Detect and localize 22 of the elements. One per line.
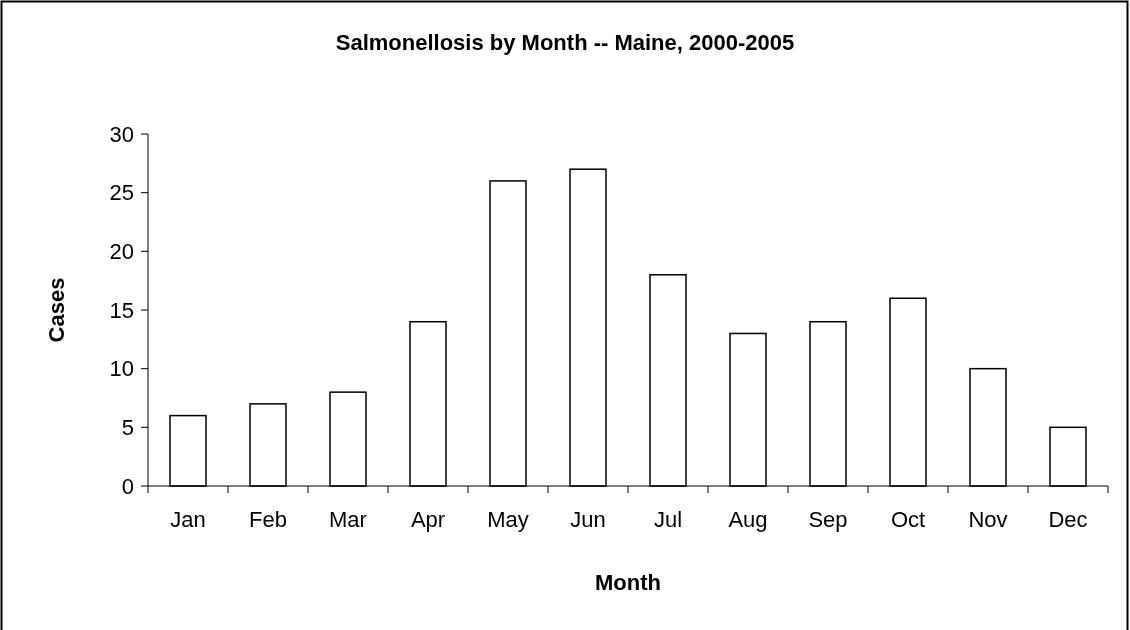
y-axis-title: Cases: [44, 277, 69, 343]
chart-title: Salmonellosis by Month -- Maine, 2000-2005: [335, 30, 795, 55]
x-tick-label: Oct: [890, 507, 926, 532]
y-tick-label: 30: [109, 121, 134, 147]
x-tick-label: Aug: [728, 507, 768, 532]
y-tick-label: 5: [121, 415, 134, 441]
x-tick-label: May: [487, 507, 529, 532]
x-tick-label: Sep: [808, 507, 848, 532]
x-tick-label: Feb: [249, 507, 287, 532]
x-tick-label: Jun: [570, 507, 606, 532]
x-tick-label: Mar: [329, 507, 367, 532]
x-tick-label: Dec: [1048, 507, 1088, 532]
x-tick-label: Apr: [410, 507, 446, 532]
x-tick-label: Nov: [968, 507, 1008, 532]
x-tick-label: Jul: [653, 507, 683, 532]
y-tick-label: 10: [109, 356, 134, 382]
y-tick-label: 15: [109, 297, 134, 323]
y-tick-label: 25: [109, 180, 134, 206]
x-tick-label: Jan: [170, 507, 206, 532]
y-tick-label: 0: [121, 473, 134, 499]
x-axis-title: Month: [595, 570, 661, 595]
y-tick-label: 20: [109, 239, 134, 265]
